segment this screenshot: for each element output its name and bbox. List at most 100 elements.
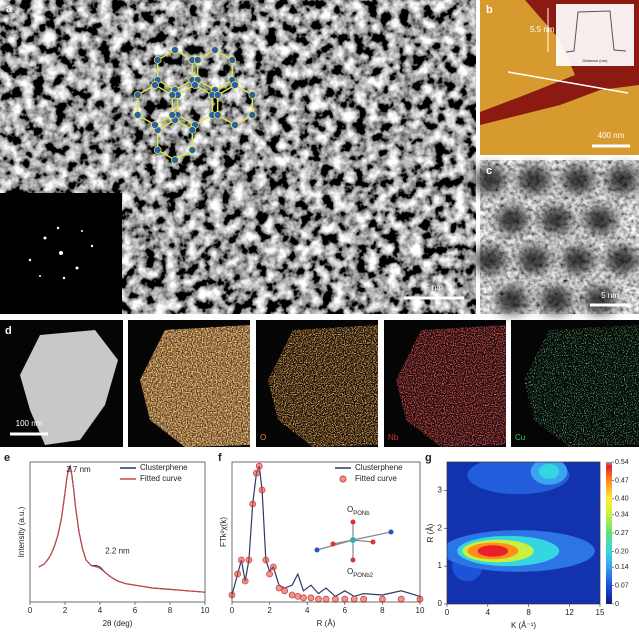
- height-label: 5.5 nm: [530, 25, 555, 34]
- cluster: [188, 146, 197, 154]
- cluster: [153, 146, 162, 154]
- molecular-overlay: [133, 46, 257, 164]
- plot-frame: [446, 461, 601, 605]
- marker: [237, 556, 245, 564]
- inset-xlabel: Distance (nm): [583, 58, 609, 63]
- marker: [262, 556, 270, 564]
- pore: [562, 246, 594, 274]
- x-tick-label: 0: [445, 608, 450, 617]
- x-tick-label: 4: [486, 608, 491, 617]
- colorbar-tick-label: 0: [615, 601, 619, 608]
- x-axis-label: 2θ (deg): [103, 619, 133, 628]
- pore: [518, 246, 550, 274]
- x-tick-label: 0: [230, 606, 235, 615]
- cluster: [188, 126, 197, 134]
- annotation: OPONb: [347, 505, 370, 516]
- marker: [234, 570, 242, 578]
- cluster: [171, 46, 179, 54]
- marker: [331, 595, 339, 603]
- profile-inset: [556, 4, 634, 66]
- series-line: [38, 466, 206, 593]
- pore: [584, 206, 616, 234]
- fft-spots: [28, 226, 94, 280]
- pore: [606, 246, 638, 274]
- y-tick-label: 0: [438, 599, 443, 608]
- x-tick-label: 2: [63, 606, 68, 615]
- cluster: [168, 111, 177, 119]
- panel-label: g: [425, 452, 432, 464]
- panel-label: f: [218, 452, 222, 464]
- y-tick-label: 3: [438, 486, 443, 495]
- pore: [540, 206, 572, 234]
- profile-curve: [565, 10, 627, 53]
- legend-label: Clusterphene: [140, 463, 188, 472]
- x-tick-label: 8: [380, 606, 385, 615]
- colorbar-tick-label: 0.40: [615, 496, 629, 503]
- pore: [518, 166, 550, 194]
- cluster: [168, 91, 177, 99]
- colorbar-tick-label: 0.54: [615, 459, 629, 466]
- panel-d: d 100 nm O Nb Cu: [0, 320, 639, 447]
- marker: [378, 595, 386, 603]
- marker: [275, 584, 283, 592]
- afm-layer: [480, 85, 639, 155]
- pore: [562, 166, 594, 194]
- cluster: [248, 111, 257, 119]
- marker: [360, 595, 368, 603]
- series-line: [38, 464, 206, 593]
- marker: [307, 594, 315, 602]
- x-tick-label: 10: [416, 606, 425, 615]
- cluster: [151, 81, 159, 89]
- cluster: [133, 91, 142, 99]
- x-axis-label: R (Å): [317, 619, 336, 628]
- atom: [350, 519, 356, 525]
- atom: [350, 537, 356, 543]
- colorbar-tick-label: 0.34: [615, 511, 629, 518]
- marker: [249, 500, 257, 508]
- panel-label: d: [5, 325, 12, 337]
- legend-label: Clusterphene: [355, 463, 403, 472]
- eds-map-cu: [524, 325, 639, 447]
- cluster: [213, 111, 222, 119]
- x-tick-label: 6: [133, 606, 138, 615]
- x-tick-label: 12: [565, 608, 574, 617]
- cluster: [213, 91, 222, 99]
- pore: [606, 166, 638, 194]
- bond: [352, 531, 392, 541]
- marker: [322, 595, 330, 603]
- annotation: 3.7 nm: [66, 465, 91, 474]
- element-label: O: [260, 433, 266, 442]
- legend-label: Fitted curve: [355, 474, 397, 483]
- marker: [266, 570, 274, 578]
- pore-lattice: [474, 166, 638, 314]
- marker: [253, 469, 260, 477]
- annotation: OPONb2: [347, 567, 374, 578]
- colorbar-tick-label: 0.07: [615, 582, 629, 589]
- atom: [350, 557, 356, 563]
- bond: [352, 539, 374, 543]
- marker: [294, 593, 302, 600]
- cluster: [151, 121, 159, 129]
- annotation-subscript: PONb2: [353, 573, 373, 579]
- cluster: [191, 81, 199, 89]
- panel-label: e: [4, 452, 10, 464]
- pore: [496, 286, 528, 314]
- plot-frame: [29, 461, 206, 603]
- panel-c: c 5 nm: [474, 160, 639, 314]
- marker: [350, 595, 358, 603]
- cluster: [153, 56, 162, 64]
- marker: [341, 595, 349, 603]
- scale-bar-label: 5 nm: [425, 283, 443, 292]
- scale-bar-label: 400 nm: [598, 131, 625, 140]
- afm-layer: [480, 0, 575, 112]
- x-tick-label: 2: [267, 606, 272, 615]
- y-tick-label: 2: [438, 523, 443, 532]
- colorbar-tick-label: 0.20: [615, 548, 629, 555]
- cluster: [193, 56, 202, 64]
- x-tick-label: 4: [98, 606, 103, 615]
- atom: [314, 547, 320, 553]
- x-tick-label: 4: [305, 606, 310, 615]
- marker: [269, 563, 277, 571]
